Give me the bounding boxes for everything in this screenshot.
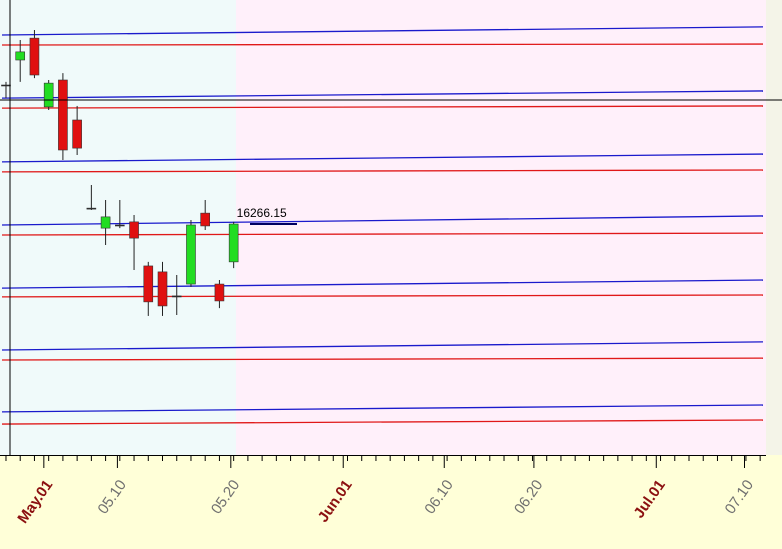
- channel-line: [1, 341, 764, 351]
- candle-body: [58, 79, 68, 151]
- channel-line: [1, 26, 764, 36]
- candle-body: [214, 283, 225, 302]
- future-area: [236, 0, 766, 455]
- channel-line: [1, 357, 764, 361]
- candle-body: [228, 223, 239, 263]
- channel-line: [1, 419, 764, 425]
- candle-body: [72, 119, 82, 149]
- channel-line: [1, 404, 764, 413]
- channel-line: [1, 105, 764, 109]
- candle-body: [86, 207, 97, 210]
- candle-body: [157, 271, 168, 307]
- x-axis-area: [0, 455, 782, 549]
- candle-body: [171, 295, 182, 298]
- last-price-label: 16266.15: [237, 206, 287, 220]
- past-area: [0, 0, 236, 455]
- candle-body: [115, 224, 125, 227]
- channel-line: [1, 232, 764, 236]
- channel-line: [1, 90, 764, 99]
- candle-body: [200, 212, 210, 227]
- candle-body: [100, 216, 111, 229]
- candle-body: [1, 84, 11, 87]
- channel-line: [1, 279, 764, 289]
- candle-body: [129, 221, 139, 239]
- candle-body: [29, 37, 40, 76]
- channel-line: [1, 169, 764, 173]
- channel-line: [1, 43, 764, 46]
- candle-body: [186, 224, 196, 285]
- channel-line: [1, 294, 764, 298]
- plot: [1, 26, 764, 425]
- candle-body: [43, 82, 54, 108]
- channel-line: [1, 215, 764, 226]
- right-strip: [766, 0, 782, 455]
- candle-body: [15, 51, 26, 61]
- channel-line: [1, 153, 764, 163]
- candle-body: [143, 265, 154, 303]
